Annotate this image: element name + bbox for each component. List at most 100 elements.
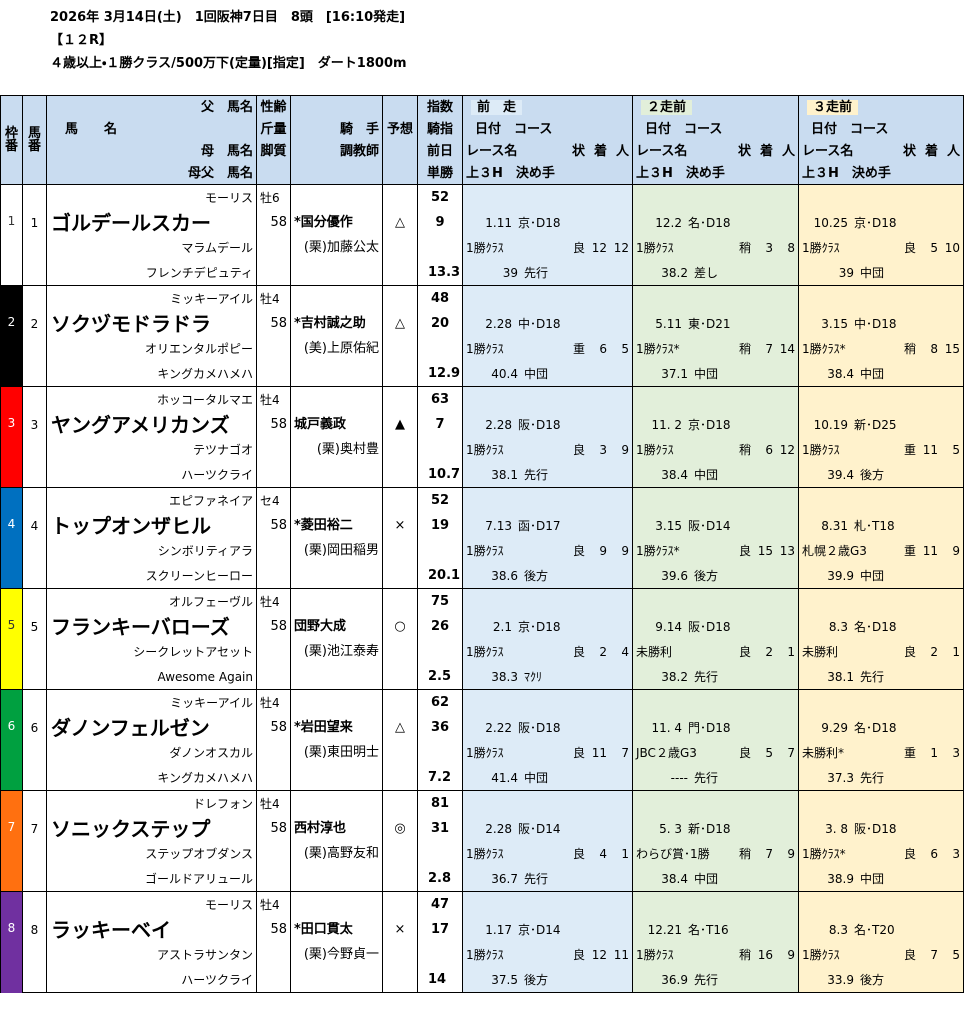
horse-number: 6 bbox=[22, 715, 47, 740]
prediction-mark: × bbox=[382, 917, 418, 942]
race-name: 1勝ｸﾗｽ* bbox=[802, 846, 846, 861]
race-cell: 39 先行 bbox=[462, 260, 633, 286]
race-cond: 良 bbox=[572, 846, 585, 861]
race-cell bbox=[632, 285, 799, 311]
jockey: 団野大成 bbox=[290, 614, 383, 639]
race-result: 1勝ｸﾗｽ良 9 9 bbox=[466, 545, 629, 557]
race-pop: 7 bbox=[621, 745, 629, 760]
weight bbox=[256, 361, 291, 387]
running-style: 後方 bbox=[860, 467, 885, 482]
previous-day bbox=[417, 336, 463, 361]
prediction-mark: × bbox=[382, 513, 418, 538]
race-result: 1勝ｸﾗｽ* 稍 7 14 bbox=[636, 343, 795, 355]
entry-table: 枠番馬番父 馬名 性齢 指数前 走 ２走前 ３走前馬 名斤量騎 手予想 騎指 日付 コース日… bbox=[0, 95, 964, 993]
last-3f: 38.9 bbox=[827, 871, 854, 886]
trainer bbox=[290, 790, 383, 816]
race-cond: 重 bbox=[903, 745, 916, 760]
race-cell bbox=[462, 285, 633, 311]
prediction-mark bbox=[382, 487, 418, 513]
last-3f: 39 bbox=[838, 265, 854, 280]
race-result: 1勝ｸﾗｽ 良 2 4 bbox=[466, 646, 629, 658]
horse-number bbox=[22, 967, 47, 993]
sire: ミッキーアイル bbox=[46, 689, 257, 715]
race-cell: 2.28 阪･D14 bbox=[462, 816, 633, 841]
prediction-mark bbox=[382, 235, 418, 260]
jockey-header bbox=[290, 162, 383, 185]
trainer: (美)上原佑紀 bbox=[290, 336, 383, 361]
horse-row: 8 モーリス 牡4 47 bbox=[0, 891, 964, 993]
horse-row: 6 ミッキーアイル 牡4 62 bbox=[0, 689, 964, 791]
race-header: 上３H 決め手 bbox=[798, 162, 964, 185]
race-cell bbox=[462, 386, 633, 412]
damsire: Awesome Again bbox=[46, 664, 257, 690]
running-style: 後方 bbox=[524, 568, 549, 583]
index-header: 騎指 bbox=[417, 118, 463, 140]
race-header-pop: 人 bbox=[615, 143, 629, 159]
race-header: レース名 状着人 bbox=[462, 140, 633, 162]
race-cell: 1勝ｸﾗｽ* 良 15 13 bbox=[632, 538, 799, 563]
race-cell bbox=[632, 790, 799, 816]
waku-cell: 4 bbox=[0, 487, 23, 589]
race-cell: 5. 3 新･D18 bbox=[632, 816, 799, 841]
race-cell: 40.4 中団 bbox=[462, 361, 633, 387]
race-cell: 1勝ｸﾗｽ良 9 9 bbox=[462, 538, 633, 563]
race-cond: 稍 bbox=[738, 947, 751, 962]
race-number: 【１２R】 bbox=[50, 33, 113, 48]
race-cell: 33.9 後方 bbox=[798, 967, 964, 993]
damsire: キングカメハメハ bbox=[46, 765, 257, 791]
previous-day bbox=[417, 538, 463, 563]
race-course: 名･T20 bbox=[854, 922, 895, 937]
race-pop: 5 bbox=[952, 947, 960, 962]
jockey: *吉村誠之助 bbox=[290, 311, 383, 336]
race-header: 日付 コース bbox=[462, 118, 633, 140]
race-finish: 11 bbox=[922, 442, 938, 457]
horse-number bbox=[22, 386, 47, 412]
race-course: 名･T16 bbox=[688, 922, 729, 937]
race-result: 1勝ｸﾗｽ 稍 16 9 bbox=[636, 949, 795, 961]
race-course: 新･D25 bbox=[854, 417, 897, 432]
race-pop: 1 bbox=[952, 644, 960, 659]
horse-number bbox=[22, 184, 47, 210]
race-pop: 12 bbox=[779, 442, 795, 457]
race-date: 9.29 bbox=[821, 720, 848, 735]
prediction-mark bbox=[382, 639, 418, 664]
jockey: *田口貫太 bbox=[290, 917, 383, 942]
sire: モーリス bbox=[46, 891, 257, 917]
index: 52 bbox=[417, 184, 463, 210]
prediction-mark bbox=[382, 260, 418, 286]
race-cell: ---- 先行 bbox=[632, 765, 799, 791]
horse-name: ソニックステップ bbox=[46, 816, 257, 841]
jockey: *菱田裕二 bbox=[290, 513, 383, 538]
race-cell bbox=[798, 487, 964, 513]
race-course: 函･D17 bbox=[518, 518, 561, 533]
previous-day bbox=[417, 235, 463, 260]
race-result: 1勝ｸﾗｽ 稍 3 8 bbox=[636, 242, 795, 254]
trainer bbox=[290, 866, 383, 892]
sex-age: 牡4 bbox=[256, 285, 291, 311]
race-result: 1勝ｸﾗｽ* 良 6 3 bbox=[802, 848, 960, 860]
race-finish: 7 bbox=[765, 341, 773, 356]
trainer: (栗)高野友和 bbox=[290, 841, 383, 866]
race-cell: 1勝ｸﾗｽ 良 3 9 bbox=[462, 437, 633, 462]
mark-header bbox=[382, 140, 418, 162]
prediction-mark: ▲ bbox=[382, 412, 418, 437]
horse-number: 8 bbox=[22, 917, 47, 942]
waku-cell: 5 bbox=[0, 588, 23, 690]
sex-age: 牡4 bbox=[256, 790, 291, 816]
race-date: 10.25 bbox=[813, 215, 848, 230]
weight bbox=[256, 740, 291, 765]
trainer bbox=[290, 664, 383, 690]
race-result: 1勝ｸﾗｽ 稍 6 12 bbox=[636, 444, 795, 456]
horse-row: オリエンタルポピー (美)上原佑紀 1勝ｸﾗｽ重 6 5 1勝ｸﾗｽ* 稍 7 14 1勝ｸﾗｽ*… bbox=[1, 336, 964, 361]
jockey-index: 26 bbox=[417, 614, 463, 639]
race-course: 名･D18 bbox=[854, 720, 897, 735]
race-cell: 1勝ｸﾗｽ 稍 3 8 bbox=[632, 235, 799, 260]
running-style: 先行 bbox=[694, 972, 719, 987]
last-3f: 38.6 bbox=[491, 568, 518, 583]
race-cell: 36.9 先行 bbox=[632, 967, 799, 993]
last-3f: 36.9 bbox=[661, 972, 688, 987]
race-result: 1勝ｸﾗｽ 良 7 5 bbox=[802, 949, 960, 961]
horse-row: 2 ソクヅモドラドラ 58 *吉村誠之助 △ 20 2.28 中･D18 5.11 東･D21 3.… bbox=[1, 311, 964, 336]
race-result: 札幌２歳G3 重 11 9 bbox=[802, 545, 960, 557]
horse-row: フレンチデピュティ 13.3 39 先行 38.2 差し 39 中団 bbox=[1, 260, 964, 286]
